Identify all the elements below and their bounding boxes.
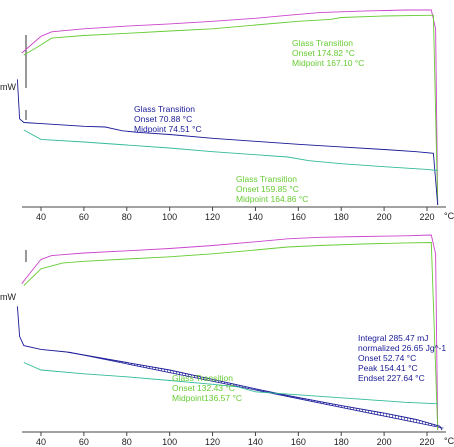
- annotation-line: Onset 132.43 °C: [172, 383, 235, 393]
- annotation-block: Glass Transition Onset 70.88 °C Midpoint 7…: [134, 104, 202, 134]
- annotation-line: Midpoint 74.51 °C: [134, 124, 202, 134]
- annotation-line: Onset 70.88 °C: [134, 114, 192, 124]
- series-group: [16, 9, 439, 206]
- x-tick-label: 60: [79, 212, 89, 222]
- x-unit-label: °C: [444, 211, 454, 221]
- x-tick-label: 140: [248, 437, 263, 447]
- x-tick-label: 140: [248, 212, 263, 222]
- x-tick-label: 40: [36, 437, 46, 447]
- x-tick-label: 80: [122, 437, 132, 447]
- x-tick-label: 40: [36, 212, 46, 222]
- annotation-line: Midpoint 164.86 °C: [236, 194, 308, 204]
- series-group: [16, 234, 443, 431]
- x-tick-label: 160: [291, 212, 306, 222]
- series-line-green: [23, 242, 439, 431]
- x-tick-label: 220: [419, 212, 434, 222]
- x-tick-label: 220: [419, 437, 434, 447]
- x-tick-label: 200: [377, 437, 392, 447]
- annotation-line: Glass Transition: [236, 174, 297, 184]
- y-axis-label: mW: [0, 292, 16, 302]
- x-tick-label: 180: [334, 437, 349, 447]
- series-line-magenta: [21, 9, 439, 206]
- x-tick-label: 80: [122, 212, 132, 222]
- x-ticks: 40 60 80 100 120 140 160 180 200 220: [36, 207, 435, 222]
- series-line-blue: [16, 79, 439, 206]
- x-tick-label: 180: [334, 212, 349, 222]
- annotation-line: Glass Transition: [292, 38, 353, 48]
- dsc-chart-top: mW °C 40 60 80 100 120 140 160 180 200 220 Glass …: [0, 9, 454, 222]
- series-line-magenta: [21, 234, 439, 431]
- x-ticks: 40 60 80 100 120 140 160 180 200 220: [36, 432, 435, 447]
- annotation-line: Onset 159.85 °C: [236, 184, 299, 194]
- annotations: Glass Transition Onset 174.82 °C Midpoint …: [134, 38, 364, 204]
- x-tick-label: 120: [205, 437, 220, 447]
- x-tick-label: 120: [205, 212, 220, 222]
- annotation-line: Glass Transition: [172, 373, 233, 383]
- annotation-line: Onset 52.74 °C: [358, 353, 416, 363]
- annotation-line: Integral 285.47 mJ: [358, 333, 428, 343]
- series-line-blue: [16, 306, 443, 431]
- annotation-line: Midpoint136.57 °C: [172, 393, 242, 403]
- annotation-line: normalized 26.65 Jg^-1: [358, 343, 446, 353]
- annotation-line: Endset 227.64 °C: [358, 373, 425, 383]
- x-tick-label: 100: [162, 212, 177, 222]
- annotations: Integral 285.47 mJ normalized 26.65 Jg^-1…: [172, 333, 446, 403]
- x-tick-label: 160: [291, 437, 306, 447]
- annotation-block: Integral 285.47 mJ normalized 26.65 Jg^-1…: [358, 333, 446, 383]
- annotation-block: Glass Transition Onset 132.43 °C Midpoint1…: [172, 373, 242, 403]
- x-tick-label: 60: [79, 437, 89, 447]
- x-tick-label: 200: [377, 212, 392, 222]
- annotation-block: Glass Transition Onset 174.82 °C Midpoint …: [292, 38, 364, 68]
- y-axis-label: mW: [0, 82, 16, 92]
- series-line-cyan: [23, 362, 438, 405]
- annotation-line: Midpoint 167.10 °C: [292, 58, 364, 68]
- series-line-green: [23, 14, 439, 206]
- integral-baseline: [68, 351, 444, 429]
- dsc-chart-bottom: mW °C 40 60 80 100 120 140 160 180 200 220 Integr…: [0, 234, 454, 447]
- annotation-line: Peak 154.41 °C: [358, 363, 418, 373]
- annotation-line: Glass Transition: [134, 104, 195, 114]
- annotation-block: Glass Transition Onset 159.85 °C Midpoint …: [236, 174, 308, 204]
- annotation-line: Onset 174.82 °C: [292, 48, 355, 58]
- series-line-cyan: [23, 129, 438, 171]
- x-tick-label: 100: [162, 437, 177, 447]
- x-unit-label: °C: [444, 436, 454, 446]
